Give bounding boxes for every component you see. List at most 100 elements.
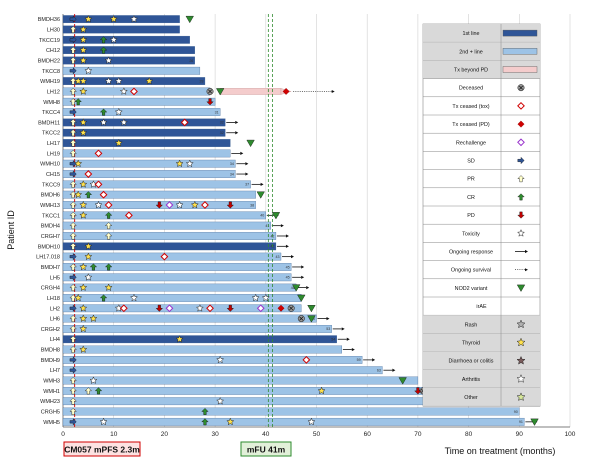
- sd-arrow-icon: [69, 304, 77, 312]
- toxicity-star-icon: [114, 76, 123, 85]
- legend-label: irAE: [476, 304, 487, 310]
- duration-label: 45: [286, 276, 290, 280]
- pd-arrow-icon: [414, 387, 422, 395]
- patient-id-label: BMDH8: [41, 348, 60, 354]
- sd-arrow-icon: [69, 418, 77, 426]
- deceased-cross: [289, 306, 294, 311]
- toxicity-star-icon: [129, 293, 139, 302]
- patient-bar: [62, 25, 180, 34]
- thyroid-star-icon: [79, 56, 88, 64]
- sd-arrow-icon: [69, 67, 77, 75]
- pr-arrow-icon: [69, 397, 77, 405]
- legend-rash-star-icon: [516, 319, 526, 329]
- ongoing-arrowhead: [306, 286, 310, 290]
- pr-arrow-icon: [69, 222, 77, 230]
- patient-bar: [62, 170, 236, 178]
- pr-arrow-icon: [69, 180, 77, 188]
- pr-arrow-icon: [84, 387, 93, 395]
- duration-label: 43: [276, 255, 280, 259]
- duration-label: 34: [230, 162, 234, 166]
- patient-id-label: BMDH6: [41, 193, 60, 199]
- legend-swatch: [502, 48, 538, 55]
- patient-bar: [62, 386, 439, 395]
- legend-label: SD: [467, 159, 475, 165]
- ongoing-survival-arrowhead: [331, 89, 335, 93]
- cr-arrow-icon: [99, 36, 108, 44]
- duration-label: 59: [357, 358, 361, 362]
- cr-arrow-icon: [74, 98, 82, 106]
- patient-bar: [62, 46, 195, 55]
- thyroid-star-icon: [79, 128, 88, 137]
- tx-ceased-tox-icon: [130, 87, 138, 96]
- ongoing-arrowhead: [351, 347, 355, 352]
- tx-ceased-tox-icon: [517, 101, 525, 110]
- patient-id-label: TKCC8: [42, 69, 60, 75]
- patient-id-label: BMDH4: [41, 224, 60, 230]
- duration-label: 91: [519, 420, 523, 424]
- toxicity-star-icon: [104, 76, 113, 85]
- thyroid-star-icon: [74, 293, 83, 302]
- ongoing-arrowhead: [326, 316, 330, 321]
- patient-id-label: BMDH11: [38, 120, 60, 126]
- legend-label: CR: [467, 195, 475, 201]
- patient-id-label: TKCC19: [39, 38, 60, 44]
- cr-arrow-icon: [99, 294, 108, 302]
- cr-arrow-icon: [104, 211, 113, 219]
- sd-arrow-icon: [69, 108, 77, 116]
- pr-arrow-icon: [69, 46, 77, 54]
- x-tick-label: 90: [516, 431, 524, 438]
- patient-bar: [62, 149, 231, 158]
- reference-lines: [74, 14, 273, 427]
- pr-arrow-icon: [69, 408, 77, 415]
- cr-arrow-icon: [201, 418, 209, 426]
- legend-label: 2nd + line: [459, 49, 483, 55]
- x-tick-label: 50: [313, 431, 321, 438]
- pr-arrow-icon: [69, 129, 77, 137]
- thyroid-star-icon: [84, 242, 93, 250]
- patient-bar: [62, 397, 479, 406]
- duration-label: 32: [220, 121, 224, 125]
- tx-ceased-tox-icon: [302, 355, 311, 364]
- patient-id-label: BMDH9: [41, 358, 60, 364]
- duration-label: 41: [265, 224, 269, 228]
- cr-arrow-icon: [84, 191, 93, 199]
- legend-row-bg: [423, 42, 540, 61]
- legend-label: Diarrhoea or colitis: [449, 359, 494, 365]
- x-tick-label: 20: [161, 431, 169, 438]
- thyroid-star-icon: [79, 35, 88, 44]
- nod2-triangle-icon: [256, 191, 265, 199]
- sd-arrow-icon: [69, 356, 77, 364]
- patient-id-label: WMH5: [43, 420, 60, 426]
- x-tick-label: 10: [110, 431, 118, 438]
- patient-bar: [62, 263, 292, 271]
- pd-arrow-icon: [206, 98, 214, 106]
- legend-thyroid-star-icon: [516, 337, 526, 347]
- sd-arrow-icon: [69, 252, 77, 261]
- thyroid-star-icon: [104, 283, 113, 292]
- mfu-label-box: [240, 441, 292, 457]
- nod2-triangle-icon: [398, 377, 407, 385]
- mpfs-label-box: [63, 441, 141, 457]
- ongoing-arrowhead: [280, 224, 284, 228]
- patient-id-label: BMDH7: [41, 265, 60, 271]
- ongoing-arrowhead: [240, 151, 244, 155]
- tx-ceased-tox-icon: [180, 118, 189, 127]
- thyroid-star-icon: [79, 304, 88, 312]
- toxicity-star-icon: [216, 355, 225, 364]
- ongoing-arrowhead: [245, 162, 249, 166]
- patient-bar: [62, 180, 251, 189]
- duration-label: 34: [230, 172, 234, 176]
- cr-arrow-icon: [104, 263, 113, 271]
- duration-label: 46: [291, 286, 295, 290]
- patient-id-label: LH17.018: [36, 255, 60, 261]
- pd-arrow-icon: [226, 304, 234, 312]
- patient-bar: [62, 252, 282, 261]
- toxicity-star-icon: [94, 200, 103, 209]
- patient-id-label: LH17: [47, 141, 60, 147]
- patient-id-label: LH30: [47, 27, 60, 33]
- duration-label: 45: [286, 265, 290, 269]
- patient-bar: [62, 15, 180, 24]
- x-tick-label: 100: [565, 431, 576, 438]
- pd-arrow-icon: [155, 304, 164, 312]
- thyroid-star-icon: [317, 386, 326, 395]
